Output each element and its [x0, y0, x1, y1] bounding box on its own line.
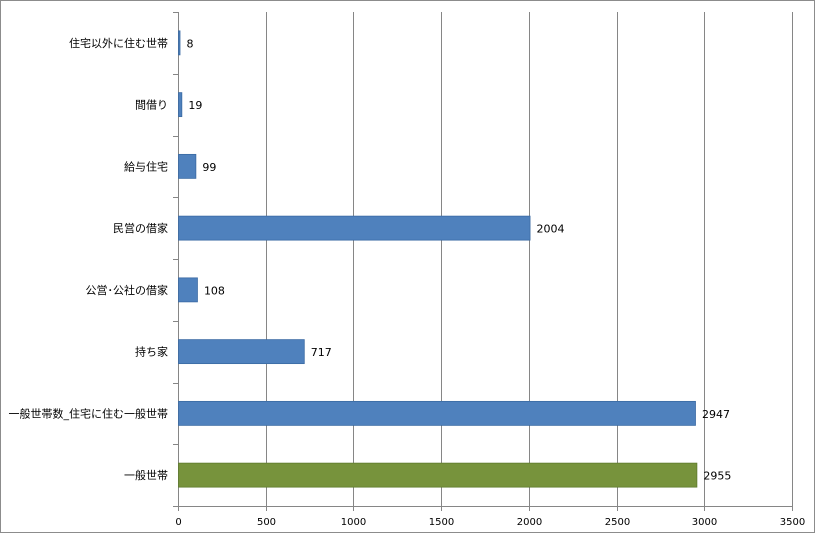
- bar: [178, 277, 198, 303]
- category-label: 一般世帯: [124, 469, 168, 482]
- x-tick-label: 2000: [517, 517, 542, 528]
- x-tick-labels: 0 500 1000 1500 2000 2500 3000 3500: [175, 517, 805, 528]
- data-label: 2947: [702, 408, 730, 421]
- bar: [178, 153, 197, 179]
- axes: [173, 12, 793, 511]
- category-label: 民営の借家: [113, 221, 168, 235]
- category-label: 一般世帯数_住宅に住む一般世帯: [9, 406, 169, 420]
- bar: [178, 339, 305, 365]
- category-label: 持ち家: [135, 345, 168, 359]
- bar: [178, 30, 181, 56]
- x-tick-label: 1500: [429, 517, 454, 528]
- bar: [178, 92, 183, 118]
- data-label: 717: [311, 346, 332, 359]
- category-labels: 住宅以外に住む世帯間借り給与住宅民営の借家公営･公社の借家持ち家一般世帯数_住宅…: [9, 36, 169, 482]
- data-labels: 8 19 99 2004 108 717 2947 2955: [187, 37, 732, 482]
- x-tick-label: 2500: [605, 517, 630, 528]
- x-tick-label: 3500: [780, 517, 805, 528]
- gridlines: [266, 12, 793, 506]
- data-label: 2955: [703, 470, 731, 483]
- x-tick-label: 1000: [341, 517, 366, 528]
- bar: [178, 462, 698, 488]
- category-label: 住宅以外に住む世帯: [69, 36, 168, 50]
- x-tick-label: 0: [175, 517, 181, 528]
- x-tick-label: 3000: [692, 517, 717, 528]
- data-label: 2004: [537, 223, 565, 236]
- bar: [178, 215, 531, 241]
- category-label: 間借り: [135, 99, 168, 112]
- bars: [178, 30, 698, 488]
- data-label: 19: [188, 99, 202, 112]
- bar: [178, 400, 696, 426]
- data-label: 8: [187, 37, 194, 50]
- data-label: 99: [202, 161, 216, 174]
- category-label: 給与住宅: [124, 159, 168, 173]
- category-label: 公営･公社の借家: [86, 283, 169, 297]
- data-label: 108: [204, 284, 225, 297]
- x-tick-label: 500: [257, 517, 276, 528]
